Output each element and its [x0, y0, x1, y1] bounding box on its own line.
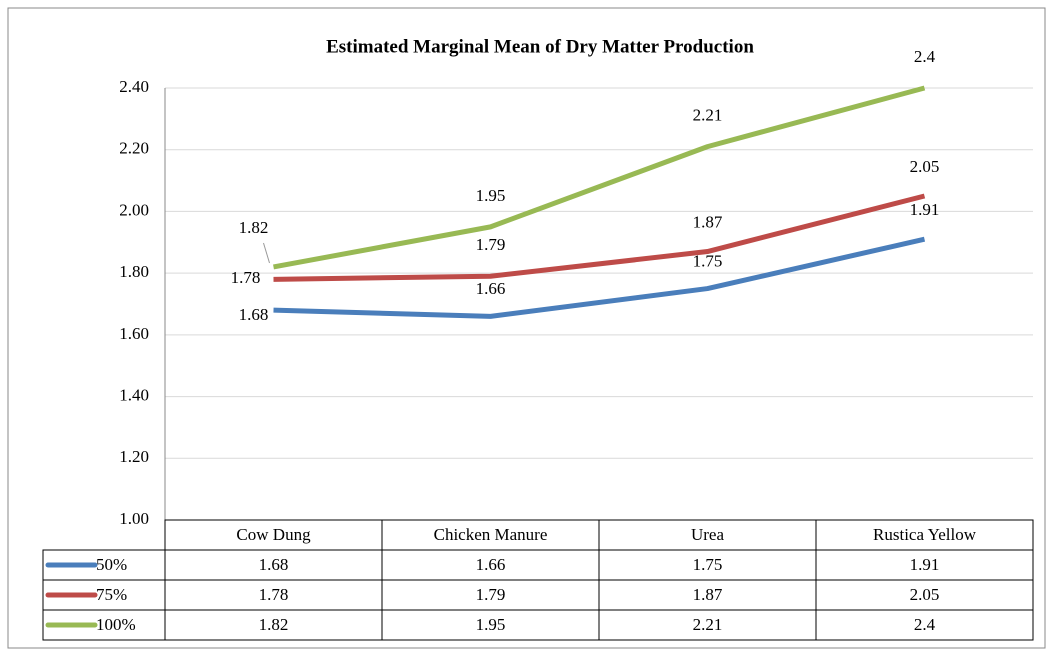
- data-label: 1.82: [239, 218, 269, 237]
- table-cell: 2.05: [910, 585, 940, 604]
- y-tick-label: 2.20: [119, 139, 149, 158]
- x-tick-label: Chicken Manure: [434, 525, 548, 544]
- x-tick-label: Cow Dung: [236, 525, 311, 544]
- data-label: 2.4: [914, 47, 936, 66]
- data-label: 1.75: [693, 251, 723, 270]
- table-cell: 1.68: [259, 555, 289, 574]
- legend-label: 100%: [96, 615, 136, 634]
- data-label: 1.87: [693, 212, 723, 231]
- table-cell: 2.4: [914, 615, 936, 634]
- y-tick-label: 1.40: [119, 385, 149, 404]
- data-label: 1.68: [239, 305, 269, 324]
- leader-line: [263, 242, 270, 264]
- y-tick-label: 2.00: [119, 200, 149, 219]
- chart-title: Estimated Marginal Mean of Dry Matter Pr…: [326, 36, 754, 57]
- table-cell: 1.75: [693, 555, 723, 574]
- y-tick-label: 1.20: [119, 447, 149, 466]
- data-label: 1.95: [476, 186, 506, 205]
- data-label: 1.78: [231, 268, 261, 287]
- series-line: [273, 193, 926, 282]
- table-cell: 1.78: [259, 585, 289, 604]
- y-tick-label: 1.80: [119, 262, 149, 281]
- legend-label: 75%: [96, 585, 127, 604]
- x-tick-label: Urea: [691, 525, 724, 544]
- legend-label: 50%: [96, 555, 127, 574]
- y-tick-label: 2.40: [119, 77, 149, 96]
- table-cell: 1.91: [910, 555, 940, 574]
- data-label: 1.91: [910, 200, 940, 219]
- data-label: 1.79: [476, 235, 506, 254]
- y-tick-label: 1.60: [119, 324, 149, 343]
- chart-border: [7, 7, 1046, 649]
- data-label: 2.21: [693, 106, 723, 125]
- table-cell: 1.87: [693, 585, 723, 604]
- data-label: 1.66: [476, 279, 506, 298]
- table-cell: 1.79: [476, 585, 506, 604]
- table-cell: 1.82: [259, 615, 289, 634]
- series-line: [273, 236, 926, 319]
- table-cell: 1.66: [476, 555, 506, 574]
- table-cell: 2.21: [693, 615, 723, 634]
- data-label: 2.05: [910, 157, 940, 176]
- series-line: [273, 85, 926, 270]
- x-tick-label: Rustica Yellow: [873, 525, 977, 544]
- y-tick-label: 1.00: [119, 509, 149, 528]
- table-cell: 1.95: [476, 615, 506, 634]
